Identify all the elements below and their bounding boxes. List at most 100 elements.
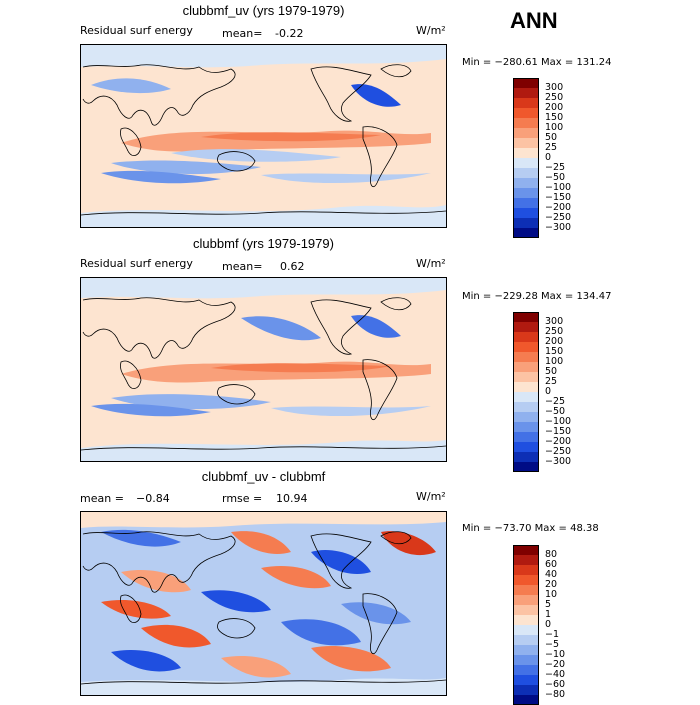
- colorbar-tick: −250: [545, 446, 572, 457]
- panel-3-swatch: [513, 685, 539, 695]
- colorbar-tick: 150: [545, 346, 564, 357]
- panel-1-swatch: [513, 178, 539, 188]
- panel-2-mean-label: mean=: [222, 260, 263, 273]
- colorbar-tick: −20: [545, 659, 566, 670]
- colorbar-tick: −100: [545, 416, 572, 427]
- colorbar-tick: −150: [545, 426, 572, 437]
- colorbar-tick: 50: [545, 366, 558, 377]
- panel-2-range: Min = −229.28 Max = 134.47: [462, 291, 612, 302]
- panel-2-swatch: [513, 382, 539, 392]
- panel-3-range: Min = −73.70 Max = 48.38: [462, 523, 599, 534]
- colorbar-tick: −1: [545, 629, 560, 640]
- panel-1-label: Residual surf energy: [80, 24, 193, 37]
- colorbar-tick: 0: [545, 152, 552, 163]
- colorbar-tick: 5: [545, 599, 552, 610]
- panel-3-rmse-value: 10.94: [276, 492, 308, 505]
- panel-1-swatch: [513, 78, 539, 88]
- panel-3-swatch: [513, 615, 539, 625]
- colorbar-tick: −100: [545, 182, 572, 193]
- colorbar-tick: 250: [545, 326, 564, 337]
- panel-2-swatch: [513, 392, 539, 402]
- panel-1-mean-label: mean=: [222, 27, 263, 40]
- colorbar-tick: 1: [545, 609, 552, 620]
- panel-3-swatch: [513, 555, 539, 565]
- colorbar-tick: −200: [545, 202, 572, 213]
- panel-3-map-field: [81, 512, 446, 695]
- colorbar-tick: −80: [545, 689, 566, 700]
- colorbar-tick: 0: [545, 619, 552, 630]
- colorbar-tick: 60: [545, 559, 558, 570]
- colorbar-tick: 250: [545, 92, 564, 103]
- panel-1-swatch: [513, 198, 539, 208]
- panel-2-swatch: [513, 322, 539, 332]
- colorbar-tick: −300: [545, 456, 572, 467]
- panel-2-colorbar: [513, 312, 539, 472]
- panel-3-swatch: [513, 665, 539, 675]
- colorbar-tick: 25: [545, 376, 558, 387]
- colorbar-tick: −60: [545, 679, 566, 690]
- colorbar-tick: 10: [545, 589, 558, 600]
- colorbar-tick: −300: [545, 222, 572, 233]
- panel-2-title: clubbmf (yrs 1979-1979): [193, 236, 334, 251]
- panel-3-swatch: [513, 545, 539, 555]
- panel-1-swatch: [513, 228, 539, 238]
- colorbar-tick: −250: [545, 212, 572, 223]
- panel-3-swatch: [513, 695, 539, 705]
- panel-1-swatch: [513, 148, 539, 158]
- panel-2-swatch: [513, 352, 539, 362]
- colorbar-tick: −25: [545, 162, 566, 173]
- panel-1-swatch: [513, 98, 539, 108]
- panel-2-swatch: [513, 332, 539, 342]
- colorbar-tick: 150: [545, 112, 564, 123]
- panel-3-swatch: [513, 585, 539, 595]
- panel-3-swatch: [513, 645, 539, 655]
- panel-2-swatch: [513, 432, 539, 442]
- colorbar-tick: 20: [545, 579, 558, 590]
- colorbar-tick: 25: [545, 142, 558, 153]
- colorbar-tick: 300: [545, 316, 564, 327]
- colorbar-tick: 100: [545, 356, 564, 367]
- colorbar-tick: −40: [545, 669, 566, 680]
- panel-3-title: clubbmf_uv - clubbmf: [201, 469, 326, 484]
- panel-3-swatch: [513, 655, 539, 665]
- panel-2-swatch: [513, 412, 539, 422]
- panel-3-swatch: [513, 575, 539, 585]
- panel-2-swatch: [513, 442, 539, 452]
- panel-1-units: W/m²: [416, 24, 446, 37]
- panel-1-colorbar: [513, 78, 539, 238]
- panel-1-mean-value: -0.22: [275, 27, 304, 40]
- panel-2-swatch: [513, 402, 539, 412]
- panel-1-swatch: [513, 218, 539, 228]
- colorbar-tick: −150: [545, 192, 572, 203]
- colorbar-tick: −25: [545, 396, 566, 407]
- panel-2-colorbar-ticks: 300 250 200 150 100 50 25 0 −25 −50 −100…: [545, 317, 571, 467]
- panel-2-label: Residual surf energy: [80, 257, 193, 270]
- panel-2-swatch: [513, 462, 539, 472]
- colorbar-tick: 300: [545, 82, 564, 93]
- panel-1-swatch: [513, 168, 539, 178]
- panel-3-swatch: [513, 675, 539, 685]
- panel-3-map: [80, 511, 447, 696]
- panel-1-swatch: [513, 188, 539, 198]
- panel-1-swatch: [513, 158, 539, 168]
- panel-3-swatch: [513, 605, 539, 615]
- panel-3-swatch: [513, 595, 539, 605]
- colorbar-tick: −5: [545, 639, 560, 650]
- colorbar-tick: −50: [545, 406, 566, 417]
- panel-3-mean-label: mean =: [80, 492, 124, 505]
- panel-1-swatch: [513, 138, 539, 148]
- panel-2-swatch: [513, 342, 539, 352]
- colorbar-tick: −10: [545, 649, 566, 660]
- panel-2-swatch: [513, 422, 539, 432]
- panel-2-swatch: [513, 452, 539, 462]
- panel-2-swatch: [513, 372, 539, 382]
- panel-2-swatch: [513, 362, 539, 372]
- season-label: ANN: [510, 8, 558, 33]
- panel-2-mean-value: 0.62: [280, 260, 305, 273]
- panel-1-swatch: [513, 128, 539, 138]
- panel-3-units: W/m²: [416, 490, 446, 503]
- panel-1-swatch: [513, 208, 539, 218]
- panel-1-swatch: [513, 108, 539, 118]
- panel-3-mean-value: −0.84: [136, 492, 170, 505]
- panel-3-rmse-label: rmse =: [222, 492, 263, 505]
